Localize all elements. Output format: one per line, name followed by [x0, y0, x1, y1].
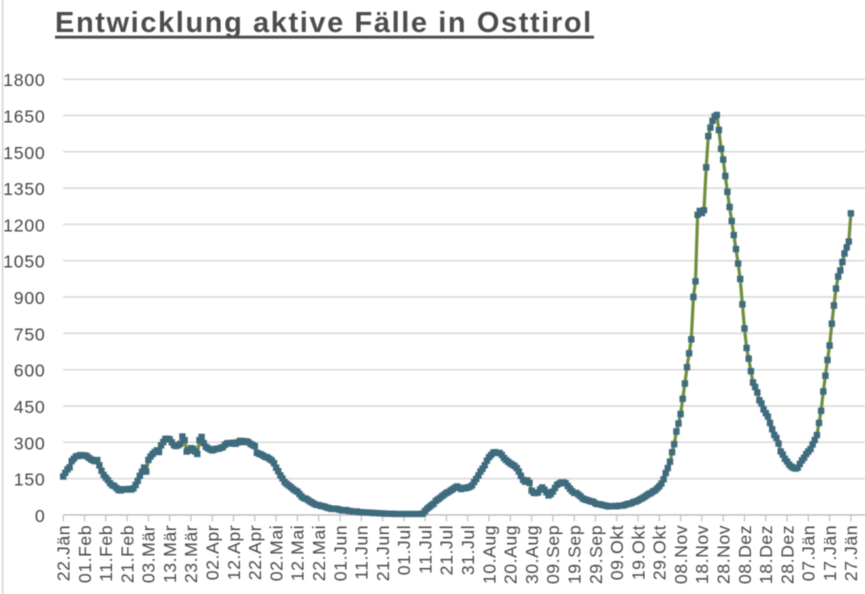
- svg-text:31.Jul: 31.Jul: [458, 525, 478, 576]
- svg-text:21.Jun: 21.Jun: [373, 525, 393, 581]
- svg-text:1200: 1200: [3, 215, 45, 235]
- svg-text:13.Mär: 13.Mär: [160, 525, 180, 583]
- svg-text:19.Okt: 19.Okt: [628, 525, 648, 580]
- svg-text:Entwicklung aktive Fälle in Os: Entwicklung aktive Fälle in Osttirol: [55, 7, 593, 39]
- svg-text:09.Sep: 09.Sep: [543, 525, 563, 584]
- svg-text:18.Nov: 18.Nov: [692, 525, 712, 584]
- svg-text:900: 900: [14, 288, 46, 308]
- svg-text:11.Jul: 11.Jul: [415, 525, 435, 574]
- svg-text:1650: 1650: [3, 107, 45, 127]
- svg-text:1500: 1500: [3, 143, 45, 163]
- svg-text:30.Aug: 30.Aug: [522, 525, 542, 584]
- svg-text:450: 450: [14, 397, 46, 417]
- svg-text:01.Jun: 01.Jun: [330, 525, 350, 581]
- svg-text:12.Mai: 12.Mai: [288, 525, 308, 581]
- svg-text:07.Jän: 07.Jän: [799, 525, 819, 581]
- svg-text:0: 0: [35, 506, 46, 526]
- svg-text:01.Feb: 01.Feb: [75, 525, 95, 583]
- svg-text:27.Jän: 27.Jän: [841, 525, 861, 581]
- svg-text:1350: 1350: [3, 179, 45, 199]
- svg-text:23.Mär: 23.Mär: [181, 525, 201, 583]
- svg-text:11.Feb: 11.Feb: [96, 525, 116, 582]
- svg-text:18.Dez: 18.Dez: [756, 525, 776, 584]
- svg-text:150: 150: [14, 470, 46, 490]
- svg-text:21.Feb: 21.Feb: [117, 525, 137, 583]
- svg-text:09.Okt: 09.Okt: [607, 525, 627, 580]
- svg-text:600: 600: [14, 361, 46, 381]
- svg-text:11.Jun: 11.Jun: [352, 525, 372, 580]
- svg-text:1050: 1050: [3, 252, 45, 272]
- svg-text:12.Apr: 12.Apr: [224, 525, 244, 580]
- svg-text:28.Dez: 28.Dez: [777, 525, 797, 584]
- svg-text:08.Nov: 08.Nov: [671, 525, 691, 584]
- svg-text:02.Apr: 02.Apr: [203, 525, 223, 580]
- svg-text:22.Jän: 22.Jän: [54, 525, 74, 581]
- svg-text:22.Mai: 22.Mai: [309, 525, 329, 581]
- svg-text:01.Jul: 01.Jul: [394, 525, 414, 576]
- svg-text:300: 300: [14, 433, 46, 453]
- svg-text:03.Mär: 03.Mär: [139, 525, 159, 583]
- svg-text:02.Mai: 02.Mai: [266, 525, 286, 581]
- svg-text:08.Dez: 08.Dez: [735, 525, 755, 584]
- svg-text:10.Aug: 10.Aug: [479, 525, 499, 584]
- svg-text:1800: 1800: [3, 70, 45, 90]
- svg-text:29.Sep: 29.Sep: [586, 525, 606, 584]
- svg-text:21.Jul: 21.Jul: [437, 525, 457, 576]
- svg-text:19.Sep: 19.Sep: [565, 525, 585, 584]
- svg-text:750: 750: [14, 324, 46, 344]
- svg-text:22.Apr: 22.Apr: [245, 525, 265, 580]
- svg-text:20.Aug: 20.Aug: [501, 525, 521, 584]
- svg-text:28.Nov: 28.Nov: [714, 525, 734, 584]
- svg-text:17.Jän: 17.Jän: [820, 525, 840, 581]
- svg-text:29.Okt: 29.Okt: [650, 525, 670, 580]
